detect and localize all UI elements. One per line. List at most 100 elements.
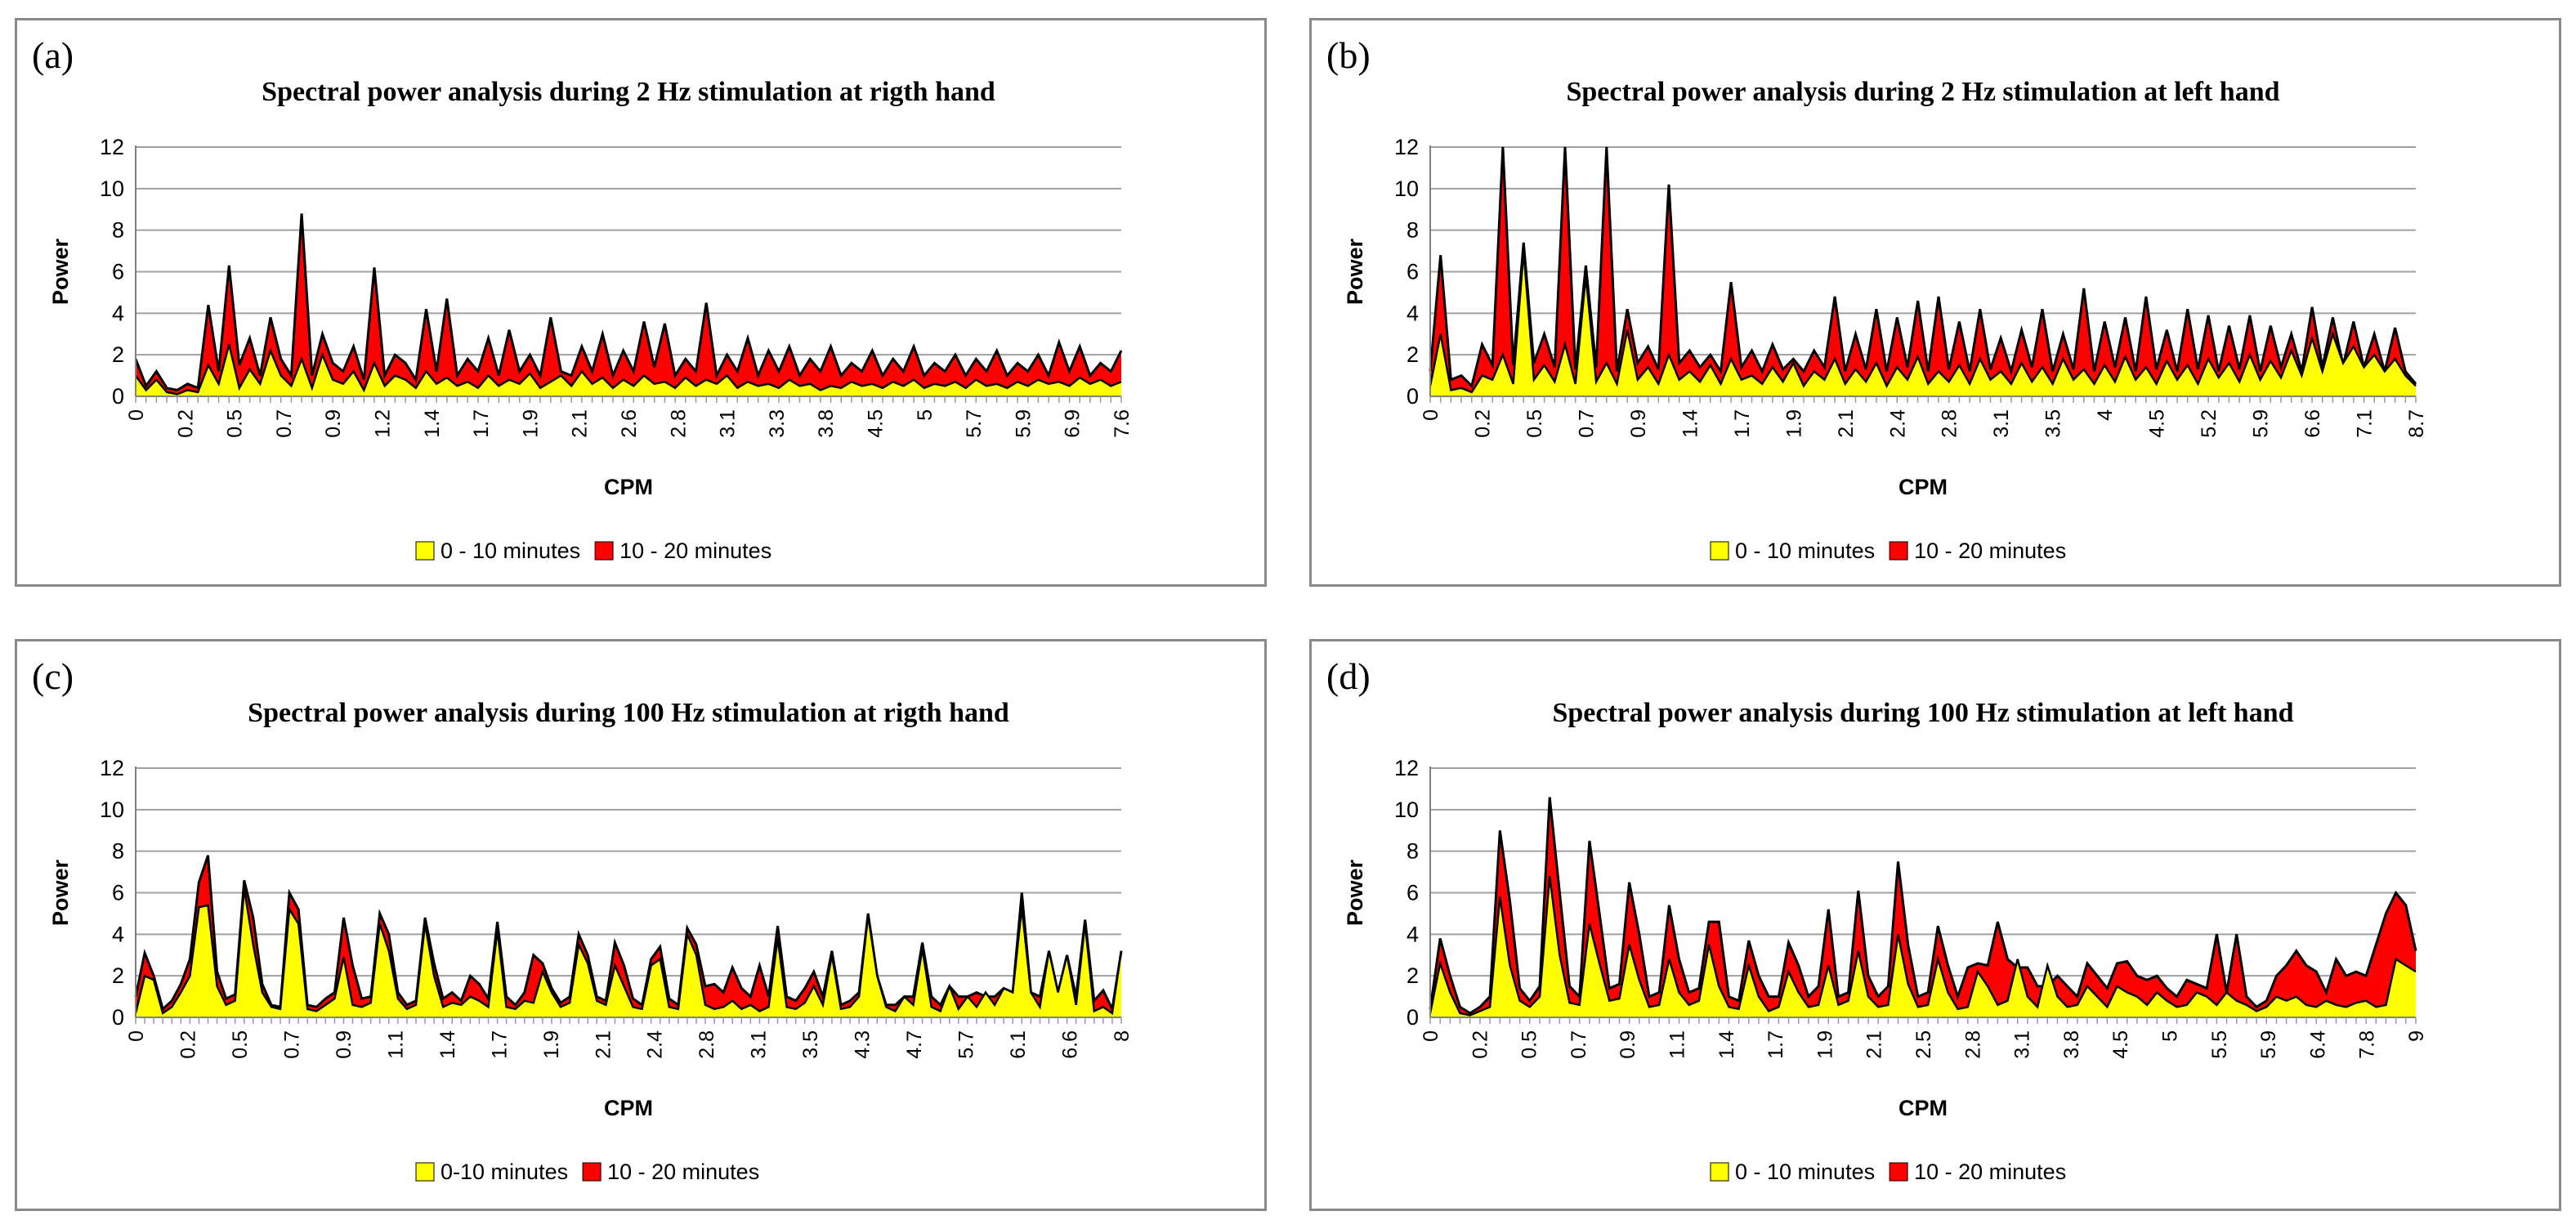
series-area-10-20 — [1430, 797, 2416, 1017]
series-line-0-10 — [1429, 251, 2417, 394]
x-tick-label: 1.2 — [372, 409, 395, 438]
legend-label-10-20: 10 - 20 minutes — [607, 1160, 759, 1184]
x-tick-label: 7.8 — [2356, 1030, 2379, 1059]
x-tick-label: 5.7 — [955, 1030, 978, 1059]
y-tick-label: 8 — [1407, 839, 1419, 864]
x-tick-label: 0.9 — [1627, 409, 1650, 438]
x-tick-label: 4 — [2094, 409, 2117, 421]
legend-swatch-10-20 — [582, 1162, 602, 1182]
x-tick-label: 0.7 — [280, 1030, 303, 1059]
legend-swatch-0-10 — [415, 541, 435, 561]
x-tick-label: 6.6 — [1059, 1030, 1082, 1059]
series-line-10-20 — [134, 213, 1123, 391]
x-tick-label: 4.7 — [903, 1030, 926, 1059]
series-line-0-10 — [1429, 876, 2417, 1017]
y-tick-label: 2 — [112, 342, 124, 367]
panel-label: (b) — [1326, 34, 1371, 76]
y-tick-label: 0 — [1407, 384, 1419, 409]
x-tick-label: 0.5 — [224, 409, 247, 438]
x-tick-label: 0.7 — [1568, 1030, 1590, 1059]
panel-label: (a) — [32, 34, 74, 76]
x-tick-label: 0.9 — [333, 1030, 356, 1059]
x-tick-label: 2.1 — [592, 1030, 615, 1059]
x-tick-label: 5.9 — [2257, 1030, 2280, 1059]
x-tick-label: 5.7 — [963, 409, 986, 438]
x-tick-label: 1.4 — [1715, 1030, 1738, 1059]
x-tick-label: 5 — [2159, 1030, 2182, 1042]
y-tick-label: 0 — [112, 384, 124, 409]
y-axis-label: Power — [1343, 859, 1367, 926]
x-tick-label: 1.9 — [1813, 1030, 1836, 1059]
x-tick-label: 0.7 — [1575, 409, 1598, 438]
x-tick-label: 8.7 — [2405, 409, 2428, 438]
x-tick-label: 6.4 — [2306, 1030, 2329, 1059]
x-tick-label: 5.2 — [2198, 409, 2220, 438]
x-tick-label: 2.1 — [569, 409, 592, 438]
x-tick-label: 9 — [2405, 1030, 2428, 1042]
chart-panel-d: (d) Spectral power analysis during 100 Hz… — [1309, 639, 2561, 1211]
y-tick-label: 2 — [112, 963, 124, 988]
x-tick-label: 5 — [914, 409, 937, 421]
x-tick-label: 2.8 — [695, 1030, 718, 1059]
x-tick-label: 1.1 — [384, 1030, 407, 1059]
y-tick-label: 6 — [1407, 260, 1419, 284]
x-tick-label: 0 — [125, 409, 148, 421]
x-tick-label: 0.7 — [273, 409, 296, 438]
x-tick-label: 0 — [125, 1030, 148, 1042]
series-area-0-10 — [1430, 251, 2416, 396]
x-tick-label: 1.9 — [1782, 409, 1805, 438]
chart-svg: (a) Spectral power analysis during 2 Hz s… — [32, 34, 1134, 563]
chart-svg: (c) Spectral power analysis during 100 Hz… — [32, 655, 1134, 1184]
y-tick-label: 8 — [112, 839, 124, 864]
chart-panel-b: (b) Spectral power analysis during 2 Hz s… — [1309, 18, 2561, 587]
x-tick-label: 3.1 — [717, 409, 740, 438]
x-tick-label: 1.4 — [421, 409, 444, 438]
legend-label-10-20: 10 - 20 minutes — [1914, 1160, 2066, 1184]
series-line-0-10 — [134, 344, 1122, 396]
y-tick-label: 12 — [1394, 135, 1419, 159]
legend-label-0-10: 0-10 minutes — [441, 1160, 568, 1184]
x-tick-label: 3.8 — [815, 409, 838, 438]
x-axis-label: CPM — [1898, 475, 1948, 499]
chart-title: Spectral power analysis during 100 Hz st… — [248, 698, 1009, 728]
legend-swatch-0-10 — [415, 1162, 435, 1182]
y-tick-label: 12 — [1394, 756, 1419, 780]
x-tick-label: 5.9 — [1012, 409, 1035, 438]
x-axis-label: CPM — [604, 1096, 653, 1120]
y-tick-label: 12 — [100, 756, 124, 780]
legend-swatch-0-10 — [1710, 1162, 1729, 1182]
y-tick-label: 10 — [100, 798, 124, 822]
x-tick-label: 0.9 — [322, 409, 345, 438]
legend-label-0-10: 0 - 10 minutes — [1735, 539, 1875, 563]
x-tick-label: 1.4 — [1679, 409, 1702, 438]
legend-label-10-20: 10 - 20 minutes — [619, 539, 771, 563]
x-tick-label: 3.1 — [748, 1030, 771, 1059]
y-tick-label: 0 — [112, 1005, 124, 1030]
y-tick-label: 2 — [1407, 342, 1419, 367]
x-tick-label: 1.9 — [540, 1030, 563, 1059]
x-tick-label: 0.5 — [1523, 409, 1546, 438]
x-tick-label: 6.9 — [1062, 409, 1085, 438]
x-tick-label: 1.7 — [488, 1030, 511, 1059]
x-axis-label: CPM — [604, 475, 653, 499]
panel-label: (d) — [1326, 655, 1371, 697]
x-tick-label: 1.1 — [1666, 1030, 1689, 1059]
x-tick-label: 4.5 — [865, 409, 888, 438]
x-tick-label: 6.1 — [1007, 1030, 1030, 1059]
x-tick-label: 0.2 — [1471, 409, 1494, 438]
y-tick-label: 4 — [112, 301, 124, 325]
x-tick-label: 7.6 — [1111, 409, 1134, 438]
legend-swatch-10-20 — [594, 541, 614, 561]
chart-title: Spectral power analysis during 2 Hz stim… — [1566, 77, 2279, 107]
x-axis-label: CPM — [1898, 1096, 1948, 1120]
x-tick-label: 2.6 — [618, 409, 641, 438]
legend-label-10-20: 10 - 20 minutes — [1914, 539, 2066, 563]
chart-title: Spectral power analysis during 2 Hz stim… — [262, 77, 995, 107]
x-tick-label: 2.8 — [1939, 409, 1961, 438]
y-tick-label: 10 — [1394, 798, 1419, 822]
y-tick-label: 0 — [1407, 1005, 1419, 1030]
chart-panel-a: (a) Spectral power analysis during 2 Hz s… — [15, 18, 1267, 587]
x-tick-label: 1.7 — [1731, 409, 1754, 438]
x-tick-label: 0 — [1420, 1030, 1442, 1042]
series-area-0-10 — [136, 888, 1121, 1017]
